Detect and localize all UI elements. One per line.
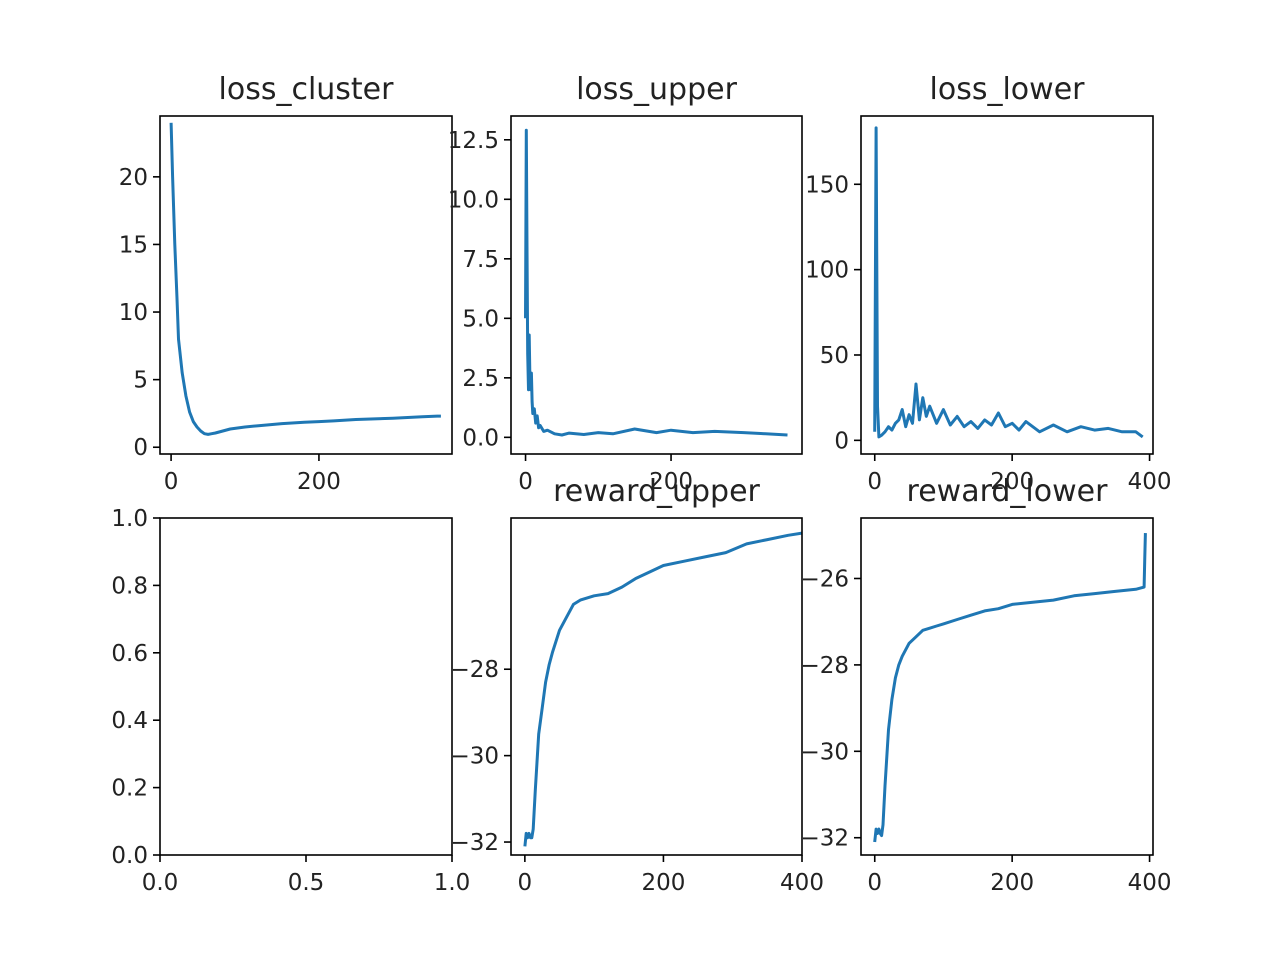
subplot-title: loss_upper [576,72,738,107]
x-tick-label: 0 [867,870,882,896]
y-tick-label: 10 [119,300,148,326]
x-tick-label: 0 [518,870,533,896]
subplot-title: loss_cluster [219,72,395,107]
x-tick-label: 1.0 [434,870,471,896]
series-line-3-1 [873,126,1144,439]
y-tick-label: 0.4 [111,708,148,734]
y-tick-label: 150 [805,172,849,198]
y-tick-label: 0.8 [111,573,148,599]
series-line-1-1 [169,122,441,436]
x-tick-label: 0.0 [142,870,179,896]
subplot-title: reward_upper [553,474,760,509]
y-tick-label: 10.0 [448,187,499,213]
y-tick-label: 5.0 [462,306,499,332]
axes-frame [510,517,803,856]
x-tick-label: 400 [780,870,824,896]
x-tick-label: 200 [649,469,693,495]
y-tick-label: 0.0 [111,843,148,869]
x-tick-label: 400 [1128,469,1172,495]
y-tick-label: 0.0 [462,425,499,451]
subplot-6: 0 200 400 −26 −28 −30 −32 reward_lower [800,474,1171,896]
y-tick-label: −30 [800,739,849,765]
series-line-5-1 [523,531,803,847]
subplot-title: reward_lower [907,474,1109,509]
y-tick-label: 0 [834,428,849,454]
y-tick-label: 0 [133,435,148,461]
x-tick-label: 0.5 [288,870,325,896]
y-tick-label: −32 [800,826,849,852]
subplot-title: loss_lower [930,72,1086,107]
x-tick-label: 0 [164,469,179,495]
subplot-3: 0 200 400 0 50 100 150 loss_lower [805,72,1171,495]
axes-frame [159,115,453,455]
y-tick-label: 0.6 [111,641,148,667]
y-tick-label: 15 [119,232,148,258]
y-tick-label: 100 [805,258,849,284]
y-tick-label: −30 [450,744,499,770]
axes-frame [860,115,1154,455]
y-tick-label: −28 [450,657,499,683]
subplot-5: 0 200 400 −28 −30 −32 reward_upper [450,474,824,896]
subplot-1: 0 200 0 5 10 15 20 loss_cluster [119,72,453,495]
x-tick-label: 0 [518,469,533,495]
y-tick-label: 0.2 [111,776,148,802]
y-tick-label: 7.5 [462,247,499,273]
y-tick-label: 1.0 [111,506,148,532]
series-line-2-1 [524,128,788,437]
axes-frame [510,115,803,455]
x-tick-label: 200 [990,469,1034,495]
axes-frame [159,517,453,856]
y-tick-label: 5 [133,368,148,394]
x-tick-label: 200 [990,870,1034,896]
y-tick-label: 50 [820,343,849,369]
y-tick-label: −32 [450,830,499,856]
x-tick-label: 200 [297,469,341,495]
x-tick-label: 200 [641,870,685,896]
y-tick-label: 20 [119,165,148,191]
x-tick-label: 0 [867,469,882,495]
y-tick-label: 12.5 [448,128,499,154]
y-tick-label: 2.5 [462,366,499,392]
y-tick-label: −28 [800,653,849,679]
subplot-4: 0.0 0.5 1.0 0.0 0.2 0.4 0.6 0.8 1.0 [111,506,470,896]
series-line-6-1 [873,533,1147,843]
y-tick-label: −26 [800,566,849,592]
x-tick-label: 400 [1128,870,1172,896]
axes-frame [860,517,1154,856]
subplot-2: 0 200 0.0 2.5 5.0 7.5 10.0 12.5 loss_upper [448,72,803,495]
